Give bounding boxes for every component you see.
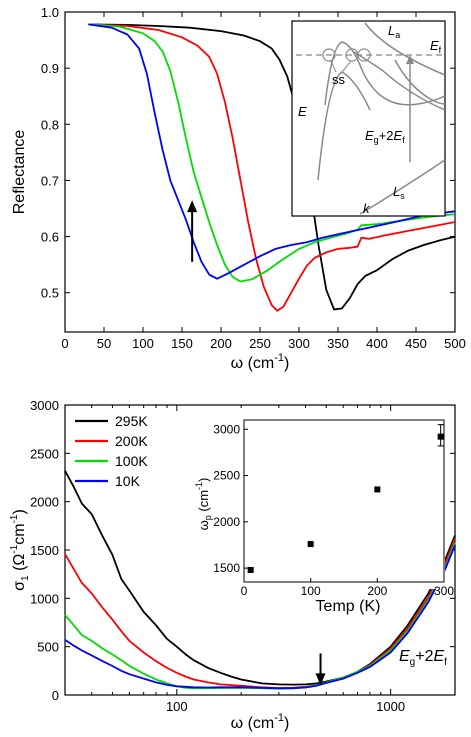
reflectance-x-tick-label: 200 [210,336,232,351]
band-label-Ef: Ef [430,38,442,55]
reflectance-x-tick-label: 300 [288,336,310,351]
band-right-upper [394,59,446,105]
conductivity-legend: 295K 200K 100K 10K [75,413,148,489]
reflectance-series-line-3 [88,23,456,280]
plasma-inset-y-tick-label: 1500 [213,561,240,575]
plasma-inset-ticks: 0 100 200 300 1500 2000 2500 3000 [213,419,454,598]
reflectance-x-tick-label: 150 [171,336,193,351]
plasma-point-2 [374,486,381,493]
reflectance-x-axis-label: ω (cm-1) [231,352,290,372]
reflectance-x-tick-label: 50 [97,336,111,351]
reflectance-y-tick-label: 1.0 [41,5,59,20]
plasma-inset-x-tick-label: 200 [367,584,387,598]
ss-pointer-2 [341,60,352,73]
conductivity-y-axis-label: σ1 (Ω-1cm-1) [9,509,31,591]
conductivity-y-tick-label: 2000 [30,495,59,510]
plasma-point-1 [307,541,314,548]
reflectance-x-tick-label: 100 [132,336,154,351]
conductivity-arrow-head [315,673,326,686]
plasma-inset-x-tick-label: 100 [301,584,321,598]
band-conduction-lower [317,71,371,181]
plasma-inset-frame [244,416,445,589]
reflectance-ticks: 0 50 100 150 200 250 300 350 400 450 500 0.5 0.6 0.7 0… [41,5,466,351]
plasma-inset-y-tick-label: 3000 [213,422,240,436]
conductivity-x-tick-label: 100 [166,699,188,714]
conductivity-x-tick-label: 1000 [376,699,405,714]
conductivity-x-axis-label: ω (cm-1) [231,712,290,732]
conductivity-series [64,470,456,690]
band-label-Eg: Eg+2Ef [365,128,405,145]
reflectance-y-tick-label: 0.6 [41,230,59,245]
plasma-inset-x-tick-label: 0 [241,584,248,598]
plasma-inset-points [247,424,444,573]
band-label-La: La [388,23,400,40]
band-inset-frame [291,20,446,217]
band-label-E: E [298,104,307,119]
reflectance-x-tick-label: 250 [249,336,271,351]
reflectance-x-tick-label: 450 [405,336,427,351]
reflectance-x-tick-label: 350 [327,336,349,351]
band-structure-inset: E k La Ls Ef ss Eg+2Ef [291,20,446,217]
reflectance-x-tick-label: 500 [444,336,466,351]
plasma-inset-x-label: Temp (K) [316,598,381,615]
reflectance-y-axis-label: Reflectance [11,130,28,215]
surface-state-circle-3 [357,48,371,62]
conductivity-arrow [315,653,326,686]
reflectance-x-tick-label: 0 [61,336,68,351]
interband-arrow-head [406,55,414,64]
plasma-frequency-inset: 0 100 200 300 1500 2000 2500 3000 Temp (K) ωp (… [194,416,454,615]
legend-label-3: 10K [115,473,141,489]
legend-label-2: 100K [115,453,148,469]
reflectance-series-line-0 [88,23,456,311]
conductivity-y-tick-label: 2500 [30,446,59,461]
reflectance-y-tick-label: 0.5 [41,286,59,301]
reflectance-chart: 0 50 100 150 200 250 300 350 400 450 500 0.5 0.6 0.7 0… [11,5,466,372]
band-Ls-line [359,159,446,215]
plasma-point-0 [247,566,254,573]
conductivity-y-tick-label: 1000 [30,591,59,606]
band-label-k: k [363,201,371,216]
ss-pointer-1 [330,60,337,73]
plasma-inset-y-label: ωp (cm-1) [194,478,213,531]
reflectance-y-tick-label: 0.7 [41,173,59,188]
plasma-inset-axes [243,419,445,583]
conductivity-series-line-3 [64,544,456,690]
band-label-Ls: Ls [393,184,405,201]
reflectance-series-line-2 [88,23,456,283]
reflectance-arrow-head [187,200,198,213]
conductivity-y-tick-label: 0 [52,688,59,703]
band-conduction-upper [324,41,446,106]
band-La-line [364,22,446,76]
band-middle-curve [353,51,446,111]
reflectance-x-tick-label: 400 [366,336,388,351]
reflectance-y-tick-label: 0.9 [41,61,59,76]
reflectance-arrow [187,200,198,262]
band-label-ss: ss [332,72,346,87]
surface-state-circle-1 [322,48,336,62]
reflectance-series [88,23,456,312]
legend-label-1: 200K [115,433,148,449]
eg-2ef-annotation: Eg+2Ef [399,648,447,668]
conductivity-y-tick-label: 3000 [30,398,59,413]
conductivity-y-tick-label: 1500 [30,543,59,558]
reflectance-series-line-1 [88,23,456,312]
plasma-inset-y-tick-label: 2000 [213,515,240,529]
plasma-inset-x-tick-label: 300 [434,584,454,598]
reflectance-y-tick-label: 0.8 [41,117,59,132]
legend-label-0: 295K [115,413,148,429]
conductivity-y-tick-label: 500 [37,640,59,655]
plasma-inset-y-tick-label: 2500 [213,469,240,483]
